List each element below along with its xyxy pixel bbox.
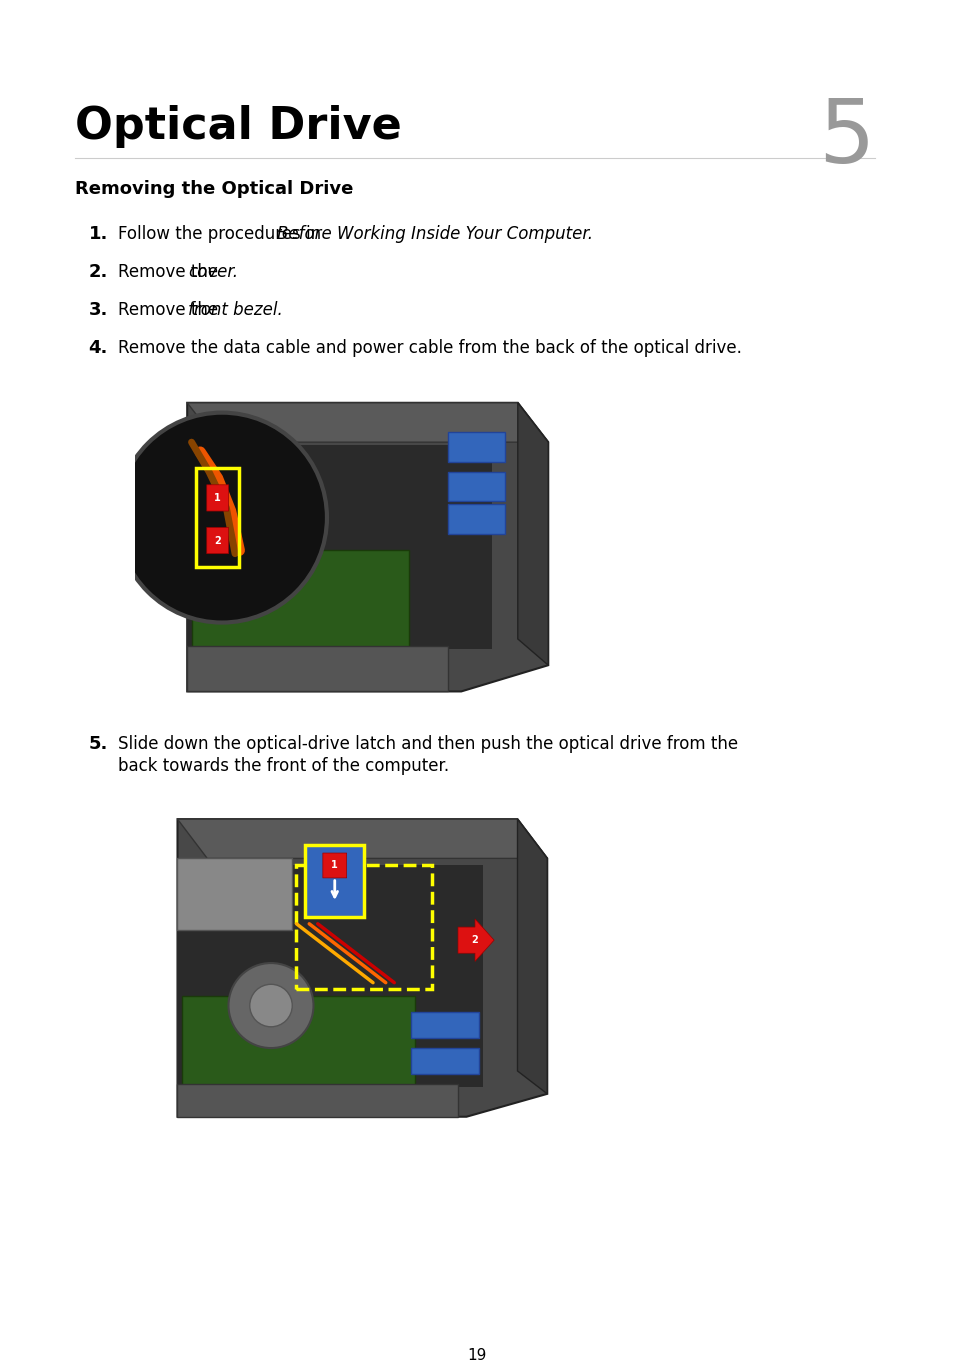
Text: 1: 1 (214, 493, 221, 503)
Polygon shape (187, 403, 548, 443)
FancyBboxPatch shape (411, 1012, 478, 1038)
Text: Remove the data cable and power cable from the back of the optical drive.: Remove the data cable and power cable fr… (118, 339, 741, 357)
FancyBboxPatch shape (177, 1085, 457, 1117)
FancyBboxPatch shape (207, 485, 229, 511)
FancyBboxPatch shape (448, 432, 504, 462)
Text: 19: 19 (467, 1348, 486, 1363)
Text: Follow the procedures in: Follow the procedures in (118, 225, 326, 243)
Text: cover.: cover. (188, 264, 237, 281)
Text: front bezel.: front bezel. (188, 301, 282, 320)
FancyBboxPatch shape (411, 1048, 478, 1074)
Circle shape (117, 413, 327, 623)
Polygon shape (517, 820, 547, 1094)
Text: Before Working Inside Your Computer.: Before Working Inside Your Computer. (276, 225, 592, 243)
FancyBboxPatch shape (182, 996, 416, 1087)
Text: 1: 1 (331, 861, 337, 870)
FancyBboxPatch shape (177, 858, 292, 930)
Text: 5: 5 (818, 96, 874, 182)
FancyBboxPatch shape (187, 646, 448, 691)
Text: Remove the: Remove the (118, 264, 223, 281)
Text: 3.: 3. (89, 301, 108, 320)
FancyBboxPatch shape (177, 865, 483, 1087)
FancyBboxPatch shape (322, 852, 346, 878)
Text: 5.: 5. (89, 735, 108, 753)
Text: Optical Drive: Optical Drive (75, 105, 401, 148)
Polygon shape (177, 820, 547, 858)
Polygon shape (177, 820, 547, 1117)
Polygon shape (187, 403, 548, 691)
Circle shape (229, 963, 314, 1048)
Text: back towards the front of the computer.: back towards the front of the computer. (118, 757, 449, 775)
Text: 2.: 2. (89, 264, 108, 281)
Text: Remove the: Remove the (118, 301, 223, 320)
FancyBboxPatch shape (207, 527, 229, 553)
Text: Slide down the optical-drive latch and then push the optical drive from the: Slide down the optical-drive latch and t… (118, 735, 738, 753)
Text: 4.: 4. (89, 339, 108, 357)
FancyBboxPatch shape (305, 846, 364, 917)
Circle shape (250, 985, 292, 1027)
Text: Removing the Optical Drive: Removing the Optical Drive (75, 180, 353, 198)
FancyBboxPatch shape (448, 504, 504, 534)
Polygon shape (457, 919, 494, 962)
Text: 2: 2 (214, 535, 221, 545)
Bar (296, 865, 432, 989)
Text: 1.: 1. (89, 225, 108, 243)
Bar (195, 469, 239, 567)
Polygon shape (517, 403, 548, 665)
Text: 2: 2 (471, 936, 477, 945)
FancyBboxPatch shape (187, 445, 491, 649)
FancyBboxPatch shape (448, 471, 504, 501)
FancyBboxPatch shape (192, 550, 409, 649)
